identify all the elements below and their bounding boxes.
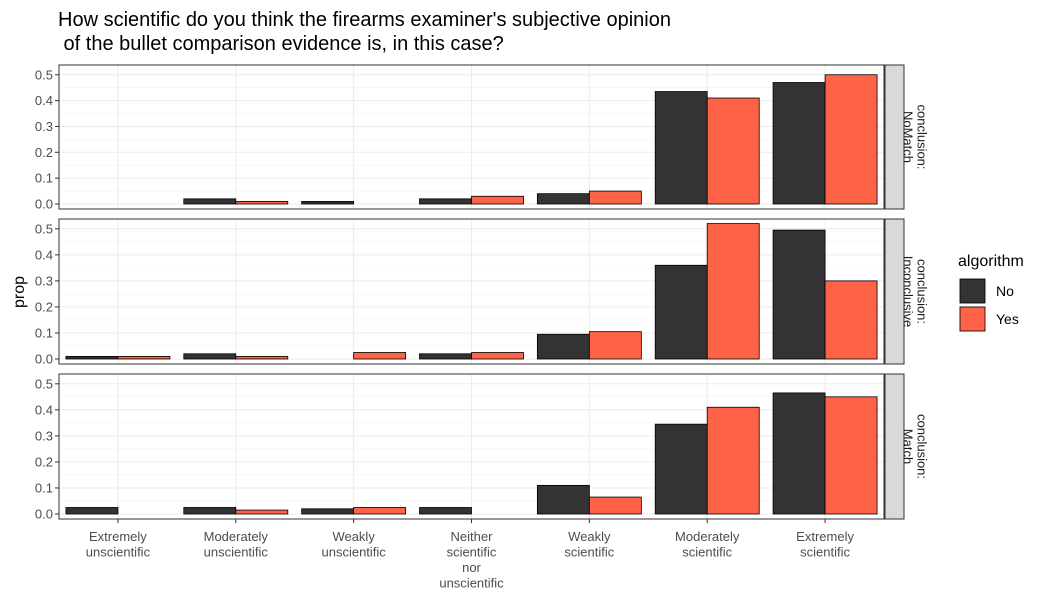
bar-no	[419, 353, 472, 360]
panel-border	[58, 218, 885, 365]
x-tick-label: Extremely unscientific	[86, 529, 151, 560]
y-tick-label: 0.3	[35, 273, 53, 288]
x-tick-label: Moderately scientific	[675, 529, 740, 560]
bar-yes	[824, 396, 878, 515]
bar-no	[772, 82, 826, 205]
y-tick-label: 0.0	[35, 352, 53, 367]
chart-title: How scientific do you think the firearms…	[58, 9, 671, 55]
y-tick-label: 0.2	[35, 299, 53, 314]
y-axis-title: prop	[11, 276, 28, 308]
bar-no	[183, 507, 237, 515]
x-tick-label: Extremely scientific	[796, 529, 854, 560]
facet-strip	[884, 218, 905, 365]
y-tick-label: 0.1	[35, 171, 53, 186]
bar-no	[536, 333, 590, 360]
y-tick-label: 0.3	[35, 119, 53, 134]
x-tick-label: Weakly scientific	[564, 529, 614, 560]
legend-label: Yes	[996, 311, 1019, 327]
facet-strip-label: conclusion:Match	[901, 414, 930, 479]
y-tick-label: 0.5	[35, 67, 53, 82]
bar-yes	[706, 223, 760, 360]
bar-yes	[117, 355, 171, 360]
y-tick-label: 0.1	[35, 480, 53, 495]
bar-no	[654, 423, 708, 515]
bar-yes	[471, 352, 524, 360]
bar-yes	[706, 97, 760, 205]
bar-yes	[588, 190, 642, 205]
bar-yes	[471, 195, 524, 205]
y-tick-label: 0.2	[35, 145, 53, 160]
bar-no	[65, 507, 119, 515]
facet-strip-label: conclusion:NoMatch	[901, 104, 930, 169]
y-tick-label: 0.3	[35, 428, 53, 443]
bar-no	[419, 198, 472, 205]
y-tick-label: 0.5	[35, 376, 53, 391]
bar-yes	[353, 507, 407, 515]
bar-no	[654, 91, 708, 205]
bar-yes	[588, 496, 642, 515]
bar-no	[301, 508, 355, 515]
bar-yes	[235, 509, 289, 515]
bar-no	[183, 353, 237, 360]
y-tick-label: 0.0	[35, 507, 53, 522]
x-tick-label: Neither scientific nor unscientific	[439, 529, 504, 591]
legend-swatch-yes	[959, 306, 986, 332]
y-tick-label: 0.0	[35, 197, 53, 212]
bar-no	[301, 201, 355, 205]
y-tick-label: 0.5	[35, 221, 53, 236]
y-tick-label: 0.4	[35, 402, 53, 417]
legend-title: algorithm	[958, 253, 1024, 270]
y-tick-label: 0.1	[35, 325, 53, 340]
bar-no	[772, 229, 826, 360]
bar-no	[419, 507, 472, 515]
bar-yes	[824, 280, 878, 360]
bar-no	[536, 193, 590, 205]
bar-yes	[824, 74, 878, 205]
panel-border	[58, 64, 885, 210]
bar-no	[536, 484, 590, 515]
bar-no	[654, 264, 708, 360]
bar-yes	[588, 331, 642, 360]
facet-strip-label: conclusion:Inconclusive	[901, 256, 930, 328]
bar-no	[183, 198, 237, 205]
x-tick-label: Weakly unscientific	[321, 529, 386, 560]
bar-yes	[706, 406, 760, 515]
bar-no	[772, 392, 826, 515]
bar-yes	[235, 355, 289, 360]
facet-strip	[884, 64, 905, 210]
bar-yes	[235, 201, 289, 205]
y-tick-label: 0.2	[35, 454, 53, 469]
legend-label: No	[996, 283, 1014, 299]
x-tick-label: Moderately unscientific	[204, 529, 269, 560]
y-tick-label: 0.4	[35, 247, 53, 262]
bar-no	[65, 355, 119, 360]
y-tick-label: 0.4	[35, 93, 53, 108]
bar-yes	[353, 352, 407, 360]
facet-strip	[884, 373, 905, 520]
legend-swatch-no	[959, 278, 986, 304]
